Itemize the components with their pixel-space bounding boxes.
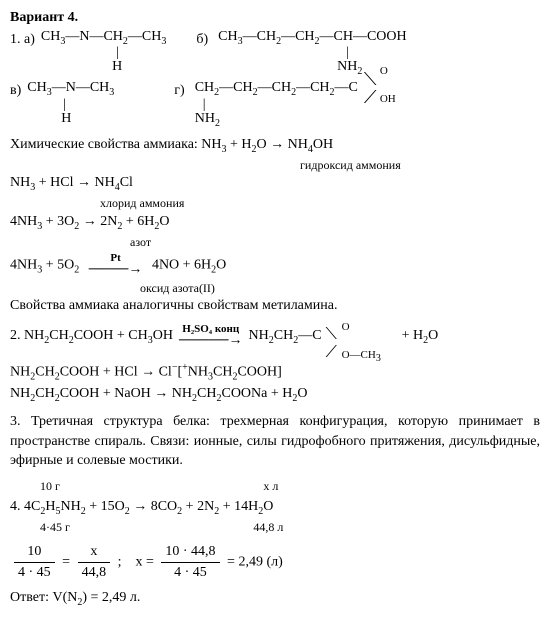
q1a-label: 1. а) xyxy=(10,30,35,50)
q4-under: 4·45 г 44,8 л xyxy=(10,518,540,538)
eq1: NH3 + HCl → NH4Cl xyxy=(10,173,540,195)
q1-ab-row: 1. а) CH3—N—CH2—CH3 | H б) CH3—CH2—CH2—C… xyxy=(10,30,540,78)
q2-eq3: NH2CH2COOH + NaOH → NH2CH2COONa + H2O xyxy=(10,384,540,406)
q1-vg-row: в) CH3—N—CH3 | H г) CH2—CH2—CH2—CH2—C⟍O⟋… xyxy=(10,81,540,129)
eq3-label: оксид азота(II) xyxy=(140,280,540,297)
q2-eq1: 2. NH2CH2COOH + CH3OH H₂SO₄ конц ─────→ … xyxy=(10,322,540,351)
eq1-label: хлорид аммония xyxy=(100,195,540,212)
q4-answer: Ответ: V(N2) = 2,49 л. xyxy=(10,588,540,610)
q4-top: 10 г х л xyxy=(10,477,540,497)
q1v-struct: CH3—N—CH3 | H xyxy=(27,81,114,126)
q4-calc: 104 · 45 = x44,8 ; x = 10 · 44,84 · 45 =… xyxy=(10,542,540,582)
eq2-label: азот xyxy=(130,234,540,251)
q1a-struct: CH3—N—CH2—CH3 | H xyxy=(41,30,166,75)
q1g-label: г) xyxy=(174,81,184,101)
q1v-label: в) xyxy=(10,81,21,101)
eq3: 4NH3 + 5O2 Pt ────→ 4NO + 6H2O xyxy=(10,251,540,280)
q1b-label: б) xyxy=(196,30,208,50)
q4-eq: 4. 4C2H5NH2 + 15O2 → 8CO2 + 2N2 + 14H2O xyxy=(10,497,540,519)
q2-eq2: NH2CH2COOH + HCl → Cl−[+NH3CH2COOH] xyxy=(10,361,540,384)
ammonia-similar: Свойства аммиака аналогичны свойствам ме… xyxy=(10,296,540,316)
eq2: 4NH3 + 3O2 → 2N2 + 6H2O xyxy=(10,212,540,234)
q1b-struct: CH3—CH2—CH2—CH—COOH | NH2 xyxy=(218,30,406,78)
q1g-struct: CH2—CH2—CH2—CH2—C⟍O⟋OH | NH2 xyxy=(195,81,358,129)
ammonia-intro: Химические свойства аммиака: NH3 + H2O →… xyxy=(10,135,540,157)
q3: 3. Третичная структура белка: трехмерная… xyxy=(10,412,540,471)
ammonia-label1: гидроксид аммония xyxy=(300,157,540,174)
title: Вариант 4. xyxy=(10,8,540,28)
